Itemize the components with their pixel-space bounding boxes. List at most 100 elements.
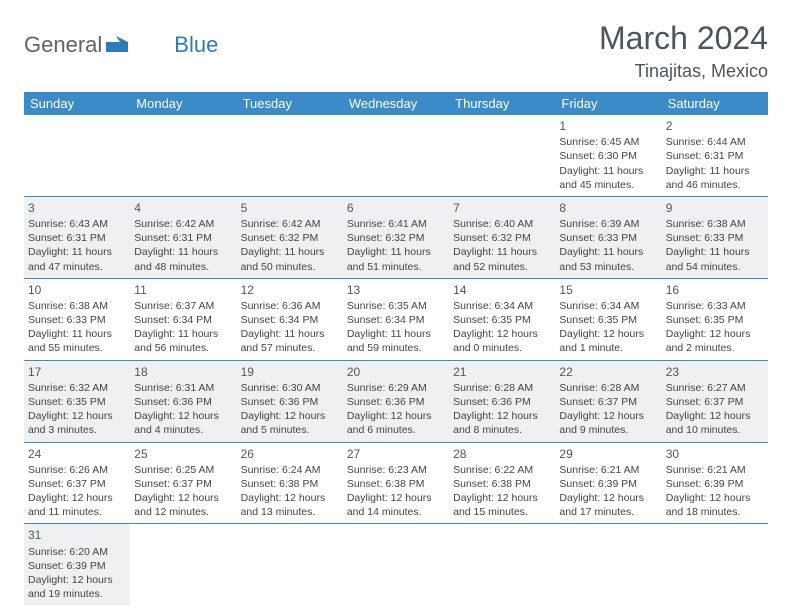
day-number: 26 [241, 446, 339, 462]
day-number: 1 [559, 118, 657, 134]
sunrise-line: Sunrise: 6:37 AM [134, 299, 232, 313]
sunset-line: Sunset: 6:36 PM [134, 395, 232, 409]
week-row: 10Sunrise: 6:38 AMSunset: 6:33 PMDayligh… [24, 278, 768, 360]
sunrise-line: Sunrise: 6:39 AM [559, 217, 657, 231]
day-cell [449, 115, 555, 196]
day-cell: 1Sunrise: 6:45 AMSunset: 6:30 PMDaylight… [555, 115, 661, 196]
sunrise-line: Sunrise: 6:21 AM [559, 463, 657, 477]
sunset-line: Sunset: 6:31 PM [666, 149, 764, 163]
day-number: 31 [28, 527, 126, 543]
sunset-line: Sunset: 6:38 PM [241, 477, 339, 491]
day-number: 3 [28, 200, 126, 216]
sunrise-line: Sunrise: 6:30 AM [241, 381, 339, 395]
sunrise-line: Sunrise: 6:41 AM [347, 217, 445, 231]
day-number: 25 [134, 446, 232, 462]
day-number: 8 [559, 200, 657, 216]
daylight-line: Daylight: 12 hours and 12 minutes. [134, 491, 232, 519]
calendar-body: 1Sunrise: 6:45 AMSunset: 6:30 PMDaylight… [24, 115, 768, 605]
sunset-line: Sunset: 6:36 PM [347, 395, 445, 409]
day-cell [449, 524, 555, 605]
daylight-line: Daylight: 11 hours and 57 minutes. [241, 327, 339, 355]
daylight-line: Daylight: 11 hours and 54 minutes. [666, 245, 764, 273]
col-thu: Thursday [449, 92, 555, 115]
sunrise-line: Sunrise: 6:22 AM [453, 463, 551, 477]
daylight-line: Daylight: 11 hours and 48 minutes. [134, 245, 232, 273]
sunset-line: Sunset: 6:37 PM [666, 395, 764, 409]
calendar-table: Sunday Monday Tuesday Wednesday Thursday… [24, 92, 768, 605]
daylight-line: Daylight: 12 hours and 15 minutes. [453, 491, 551, 519]
sunset-line: Sunset: 6:31 PM [134, 231, 232, 245]
sunrise-line: Sunrise: 6:44 AM [666, 135, 764, 149]
daylight-line: Daylight: 12 hours and 17 minutes. [559, 491, 657, 519]
sunset-line: Sunset: 6:32 PM [453, 231, 551, 245]
sunset-line: Sunset: 6:34 PM [347, 313, 445, 327]
day-cell: 6Sunrise: 6:41 AMSunset: 6:32 PMDaylight… [343, 196, 449, 278]
day-number: 11 [134, 282, 232, 298]
daylight-line: Daylight: 11 hours and 52 minutes. [453, 245, 551, 273]
flag-icon [106, 32, 128, 58]
day-cell: 26Sunrise: 6:24 AMSunset: 6:38 PMDayligh… [237, 442, 343, 524]
day-cell: 14Sunrise: 6:34 AMSunset: 6:35 PMDayligh… [449, 278, 555, 360]
sunrise-line: Sunrise: 6:43 AM [28, 217, 126, 231]
location: Tinajitas, Mexico [599, 61, 768, 82]
day-number: 23 [666, 364, 764, 380]
sunset-line: Sunset: 6:30 PM [559, 149, 657, 163]
day-cell: 29Sunrise: 6:21 AMSunset: 6:39 PMDayligh… [555, 442, 661, 524]
daylight-line: Daylight: 12 hours and 4 minutes. [134, 409, 232, 437]
sunrise-line: Sunrise: 6:25 AM [134, 463, 232, 477]
sunset-line: Sunset: 6:32 PM [241, 231, 339, 245]
day-cell [555, 524, 661, 605]
sunset-line: Sunset: 6:34 PM [134, 313, 232, 327]
sunset-line: Sunset: 6:36 PM [453, 395, 551, 409]
week-row: 17Sunrise: 6:32 AMSunset: 6:35 PMDayligh… [24, 360, 768, 442]
sunrise-line: Sunrise: 6:24 AM [241, 463, 339, 477]
day-number: 30 [666, 446, 764, 462]
sunset-line: Sunset: 6:35 PM [28, 395, 126, 409]
day-cell: 4Sunrise: 6:42 AMSunset: 6:31 PMDaylight… [130, 196, 236, 278]
day-cell: 28Sunrise: 6:22 AMSunset: 6:38 PMDayligh… [449, 442, 555, 524]
col-fri: Friday [555, 92, 661, 115]
daylight-line: Daylight: 11 hours and 46 minutes. [666, 164, 764, 192]
daylight-line: Daylight: 12 hours and 0 minutes. [453, 327, 551, 355]
sunrise-line: Sunrise: 6:35 AM [347, 299, 445, 313]
day-cell: 23Sunrise: 6:27 AMSunset: 6:37 PMDayligh… [662, 360, 768, 442]
day-cell: 5Sunrise: 6:42 AMSunset: 6:32 PMDaylight… [237, 196, 343, 278]
day-cell: 7Sunrise: 6:40 AMSunset: 6:32 PMDaylight… [449, 196, 555, 278]
week-row: 24Sunrise: 6:26 AMSunset: 6:37 PMDayligh… [24, 442, 768, 524]
day-cell: 31Sunrise: 6:20 AMSunset: 6:39 PMDayligh… [24, 524, 130, 605]
day-cell [24, 115, 130, 196]
day-cell: 21Sunrise: 6:28 AMSunset: 6:36 PMDayligh… [449, 360, 555, 442]
sunset-line: Sunset: 6:35 PM [453, 313, 551, 327]
day-number: 16 [666, 282, 764, 298]
day-number: 19 [241, 364, 339, 380]
day-cell: 10Sunrise: 6:38 AMSunset: 6:33 PMDayligh… [24, 278, 130, 360]
sunrise-line: Sunrise: 6:34 AM [559, 299, 657, 313]
sunrise-line: Sunrise: 6:34 AM [453, 299, 551, 313]
sunset-line: Sunset: 6:35 PM [666, 313, 764, 327]
title-block: March 2024 Tinajitas, Mexico [599, 20, 768, 82]
sunset-line: Sunset: 6:38 PM [347, 477, 445, 491]
day-number: 12 [241, 282, 339, 298]
sunrise-line: Sunrise: 6:42 AM [134, 217, 232, 231]
sunrise-line: Sunrise: 6:20 AM [28, 545, 126, 559]
sunset-line: Sunset: 6:32 PM [347, 231, 445, 245]
col-wed: Wednesday [343, 92, 449, 115]
sunrise-line: Sunrise: 6:42 AM [241, 217, 339, 231]
day-cell: 24Sunrise: 6:26 AMSunset: 6:37 PMDayligh… [24, 442, 130, 524]
day-cell [343, 524, 449, 605]
sunrise-line: Sunrise: 6:45 AM [559, 135, 657, 149]
sunset-line: Sunset: 6:36 PM [241, 395, 339, 409]
day-cell [130, 115, 236, 196]
day-cell: 19Sunrise: 6:30 AMSunset: 6:36 PMDayligh… [237, 360, 343, 442]
daylight-line: Daylight: 12 hours and 2 minutes. [666, 327, 764, 355]
day-cell: 18Sunrise: 6:31 AMSunset: 6:36 PMDayligh… [130, 360, 236, 442]
day-number: 29 [559, 446, 657, 462]
daylight-line: Daylight: 12 hours and 1 minute. [559, 327, 657, 355]
daylight-line: Daylight: 12 hours and 14 minutes. [347, 491, 445, 519]
sunrise-line: Sunrise: 6:26 AM [28, 463, 126, 477]
week-row: 1Sunrise: 6:45 AMSunset: 6:30 PMDaylight… [24, 115, 768, 196]
sunrise-line: Sunrise: 6:38 AM [28, 299, 126, 313]
sunrise-line: Sunrise: 6:28 AM [559, 381, 657, 395]
daylight-line: Daylight: 11 hours and 45 minutes. [559, 164, 657, 192]
sunset-line: Sunset: 6:37 PM [134, 477, 232, 491]
